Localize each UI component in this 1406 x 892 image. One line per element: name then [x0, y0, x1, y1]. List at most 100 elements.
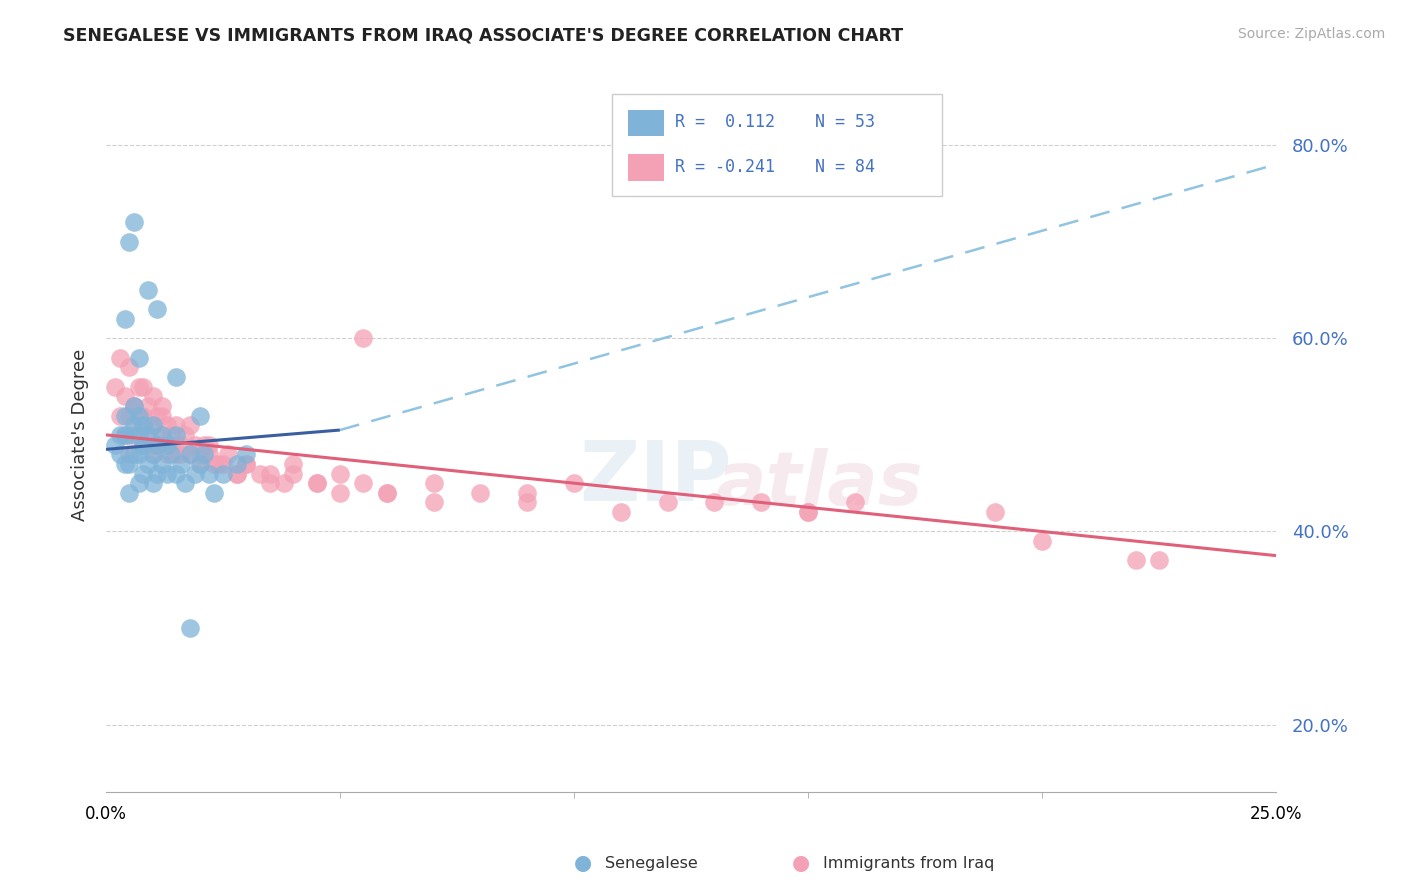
Point: [188, 457, 211, 471]
Point: [1031, 534, 1053, 549]
Point: [984, 505, 1007, 519]
Point: [118, 235, 141, 249]
Point: [562, 476, 585, 491]
Point: [170, 447, 193, 461]
Point: [142, 447, 165, 461]
Point: [150, 409, 173, 423]
Point: [188, 409, 211, 423]
Point: [128, 476, 150, 491]
Point: [136, 399, 159, 413]
Point: [114, 457, 136, 471]
Text: ZIP: ZIP: [579, 437, 733, 518]
Point: [375, 485, 398, 500]
Point: [146, 409, 169, 423]
Point: [212, 467, 235, 481]
Point: [202, 457, 225, 471]
Point: [132, 437, 155, 451]
Y-axis label: Associate's Degree: Associate's Degree: [72, 349, 89, 521]
Point: [128, 379, 150, 393]
Point: [226, 467, 249, 481]
Point: [108, 447, 131, 461]
Point: [249, 467, 271, 481]
Point: [160, 437, 183, 451]
Point: [142, 437, 165, 451]
Point: [150, 428, 173, 442]
Point: [1147, 553, 1170, 567]
Point: [160, 447, 183, 461]
Point: [132, 379, 155, 393]
Point: [235, 447, 257, 461]
Point: [108, 351, 131, 365]
Point: [165, 428, 187, 442]
Point: [703, 495, 725, 509]
Point: [122, 399, 145, 413]
Point: [156, 418, 179, 433]
Text: SENEGALESE VS IMMIGRANTS FROM IRAQ ASSOCIATE'S DEGREE CORRELATION CHART: SENEGALESE VS IMMIGRANTS FROM IRAQ ASSOC…: [63, 27, 904, 45]
Point: [281, 467, 304, 481]
Point: [470, 485, 492, 500]
Point: [193, 447, 215, 461]
Point: [114, 428, 136, 442]
Point: [188, 447, 211, 461]
Point: [273, 476, 295, 491]
Point: [132, 418, 155, 433]
Text: atlas: atlas: [716, 449, 924, 522]
Point: [114, 312, 136, 326]
Point: [226, 457, 249, 471]
Point: [136, 283, 159, 297]
Point: [114, 389, 136, 403]
Point: [188, 457, 211, 471]
Point: [235, 457, 257, 471]
Point: [128, 409, 150, 423]
Point: [422, 476, 444, 491]
Point: [174, 476, 197, 491]
Point: [108, 428, 131, 442]
Point: [179, 447, 201, 461]
Point: [136, 457, 159, 471]
Point: [118, 457, 141, 471]
Point: [198, 437, 221, 451]
Point: [122, 215, 145, 229]
Point: [170, 437, 193, 451]
Point: [749, 495, 772, 509]
Point: [142, 418, 165, 433]
Point: [118, 409, 141, 423]
Point: [118, 447, 141, 461]
Point: [305, 476, 328, 491]
Text: Source: ZipAtlas.com: Source: ZipAtlas.com: [1237, 27, 1385, 41]
Point: [128, 428, 150, 442]
Text: R = -0.241    N = 84: R = -0.241 N = 84: [675, 158, 875, 176]
Point: [329, 467, 352, 481]
Point: [329, 485, 352, 500]
Point: [142, 418, 165, 433]
Point: [122, 447, 145, 461]
Point: [118, 428, 141, 442]
Point: [132, 409, 155, 423]
Point: [202, 485, 225, 500]
Point: [165, 418, 187, 433]
Point: [281, 457, 304, 471]
Point: [156, 467, 179, 481]
Point: [128, 351, 150, 365]
Point: [1125, 553, 1147, 567]
Point: [156, 437, 179, 451]
Point: [193, 437, 215, 451]
Point: [128, 447, 150, 461]
Point: [259, 467, 281, 481]
Point: [165, 370, 187, 384]
Point: [122, 399, 145, 413]
Point: [136, 428, 159, 442]
Point: [104, 437, 127, 451]
Point: [122, 428, 145, 442]
Point: [516, 495, 538, 509]
Text: ●: ●: [575, 854, 592, 873]
Point: [150, 399, 173, 413]
Point: [305, 476, 328, 491]
Point: [132, 418, 155, 433]
Point: [114, 409, 136, 423]
Text: Immigrants from Iraq: Immigrants from Iraq: [823, 856, 994, 871]
Point: [142, 389, 165, 403]
Point: [217, 447, 239, 461]
Point: [797, 505, 820, 519]
Point: [235, 457, 257, 471]
